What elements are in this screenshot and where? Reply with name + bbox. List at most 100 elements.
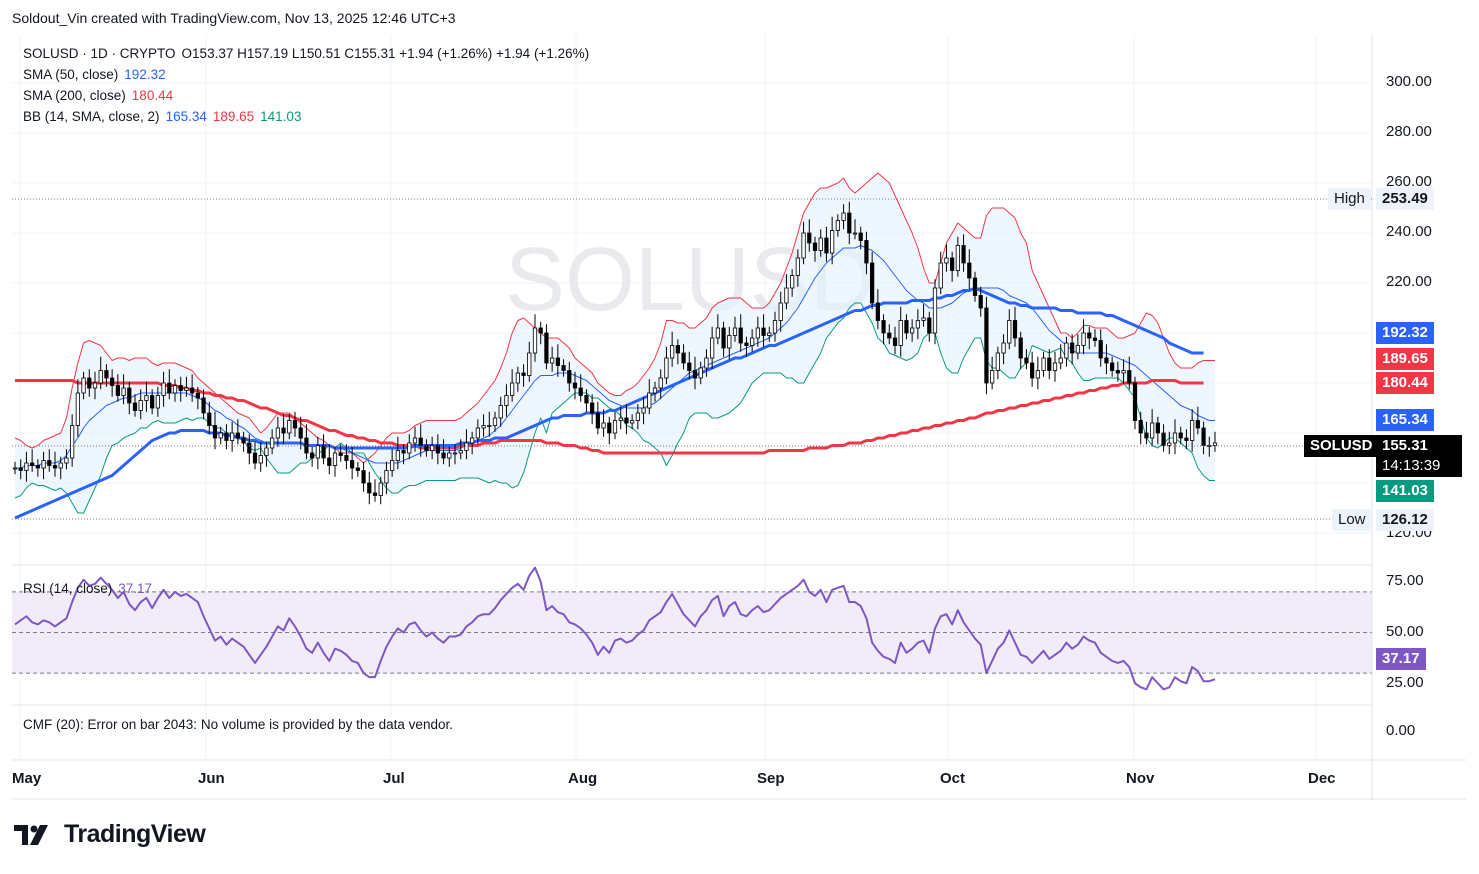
candle-body	[1212, 442, 1218, 446]
candle-body	[887, 332, 892, 339]
candle-body	[635, 412, 640, 421]
candle-body	[155, 395, 160, 409]
sma200-tag: 180.44	[1376, 372, 1434, 394]
candle-body	[270, 437, 275, 449]
candle-body	[281, 427, 286, 434]
candle-body	[818, 237, 823, 251]
candle-body	[595, 412, 600, 429]
candle-body	[1047, 357, 1052, 371]
candle-body	[1201, 427, 1206, 446]
candle-body	[195, 392, 200, 399]
bb-fill	[15, 173, 1215, 513]
candle-body	[1075, 345, 1080, 354]
candle-body	[812, 242, 818, 251]
candle-body	[950, 257, 955, 271]
candle-body	[927, 317, 932, 334]
x-tick: Jun	[198, 770, 225, 787]
candle-body	[721, 327, 726, 349]
candle-body	[367, 482, 372, 494]
legend-sma50-value: 192.32	[124, 67, 166, 82]
candle-body	[618, 417, 623, 421]
rsi-line	[14, 566, 1216, 691]
x-tick: Sep	[757, 770, 785, 787]
legend-sma200-value: 180.44	[131, 88, 174, 103]
candle-body	[744, 342, 749, 346]
tradingview-logo[interactable]: TradingView	[14, 820, 206, 849]
candle-body	[492, 417, 498, 426]
candle-body	[738, 327, 743, 344]
candle-body	[52, 465, 58, 469]
candle-body	[967, 262, 972, 279]
legend-rsi: RSI (14, close) 37.17	[23, 581, 158, 596]
candle-body	[350, 460, 355, 469]
candle-body	[18, 467, 23, 471]
candle-body	[1087, 332, 1092, 339]
sma50-tag: 192.32	[1376, 322, 1434, 344]
candle-body	[1070, 342, 1075, 354]
candle-body	[75, 392, 80, 426]
rsi-tick: 50.00	[1386, 623, 1424, 640]
candle-body	[132, 402, 138, 411]
candle-body	[1018, 337, 1023, 359]
candle-body	[532, 327, 538, 354]
legend-sma50-label: SMA (50, close)	[23, 67, 119, 82]
rsi-tag: 37.17	[1376, 648, 1426, 670]
legend-rsi-value: 37.17	[118, 581, 153, 596]
candle-body	[824, 237, 829, 254]
candle-body	[1127, 370, 1132, 384]
candle-body	[898, 320, 903, 346]
candle-body	[230, 432, 235, 441]
x-tick: Dec	[1308, 770, 1336, 787]
low-value-tag: 126.12	[1376, 509, 1434, 531]
x-tick: Jul	[383, 770, 405, 787]
candle-body	[1172, 432, 1178, 444]
bb-mid-tag: 165.34	[1376, 409, 1434, 431]
candle-body	[395, 450, 400, 461]
candle-body	[435, 445, 440, 454]
candle-body	[561, 365, 566, 371]
x-tick: Nov	[1126, 770, 1155, 787]
candle-body	[624, 417, 629, 424]
candle-body	[830, 230, 835, 254]
candle-body	[870, 262, 875, 304]
candle-body	[115, 385, 120, 396]
candle-body	[235, 432, 240, 439]
candle-body	[972, 277, 978, 296]
candle-body	[538, 327, 543, 334]
bb-upper-tag: 189.65	[1376, 348, 1434, 370]
candle-body	[915, 320, 920, 329]
candle-body	[1104, 357, 1109, 364]
legend-bb-lower: 141.03	[260, 109, 302, 124]
candle-body	[1155, 422, 1160, 434]
candle-body	[167, 382, 172, 394]
candle-body	[212, 425, 218, 439]
candle-body	[1138, 420, 1143, 434]
price-value: 155.31	[1382, 437, 1428, 454]
candle-body	[515, 372, 520, 384]
candle-body	[344, 455, 349, 461]
candle-body	[1092, 337, 1098, 341]
candle-body	[584, 395, 589, 404]
bb-upper-line	[14, 172, 1215, 464]
candle-body	[252, 452, 258, 464]
candle-body	[681, 352, 686, 364]
legend-bb-upper: 189.65	[212, 109, 255, 124]
candle-body	[847, 212, 852, 234]
candle-body	[692, 370, 698, 379]
candle-body	[70, 425, 75, 459]
candle-body	[498, 405, 503, 419]
candle-body	[1035, 370, 1040, 379]
bb-band-fill	[15, 173, 1215, 513]
candle-body	[755, 327, 760, 339]
candle-body	[727, 335, 732, 349]
candle-body	[1052, 362, 1058, 371]
candle-body	[567, 370, 572, 384]
candle-body	[487, 425, 492, 427]
legend-sma200: SMA (200, close) 180.44	[23, 88, 179, 103]
candle-body	[64, 457, 69, 464]
candle-body	[612, 420, 618, 434]
candle-body	[310, 452, 315, 459]
candle-body	[287, 420, 292, 434]
candle-body	[12, 467, 18, 470]
